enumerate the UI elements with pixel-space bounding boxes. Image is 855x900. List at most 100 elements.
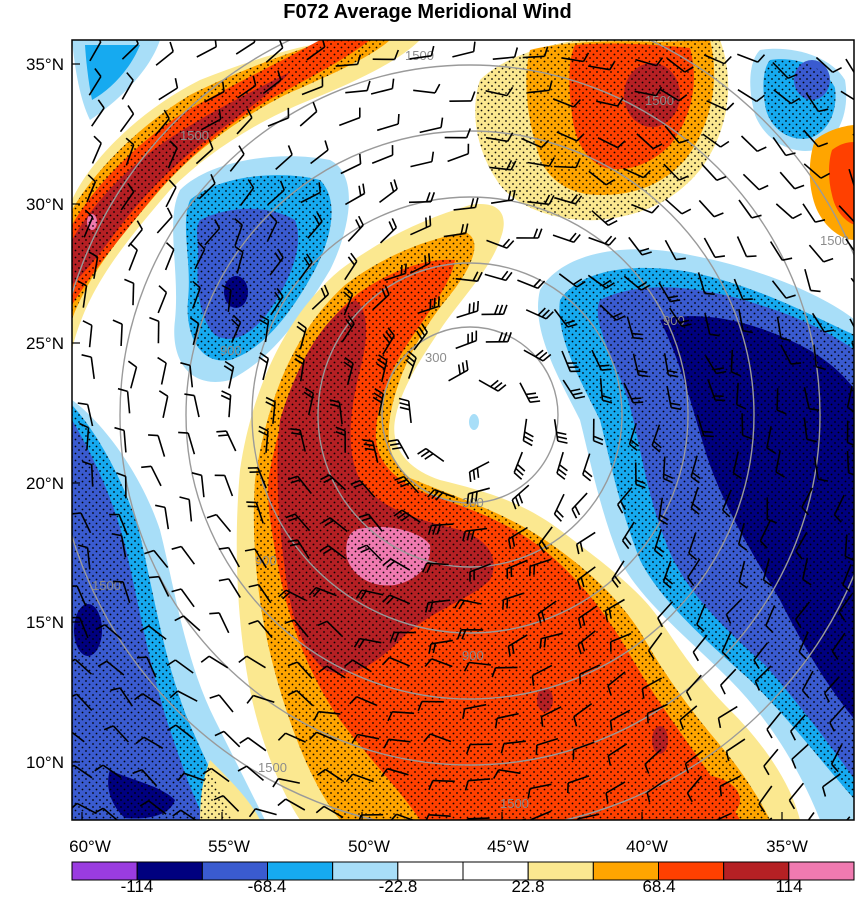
wind-barb-feather [214, 730, 225, 737]
wind-barb-shaft [657, 601, 674, 619]
wind-barb-feather [209, 694, 220, 699]
wind-barb-shaft [851, 342, 854, 351]
wind-barb-shaft [432, 779, 455, 783]
wind-barb-shaft [725, 598, 743, 616]
wind-barb-feather [574, 195, 583, 205]
wind-barb-shaft [554, 165, 577, 169]
wind-barb-feather [507, 646, 511, 657]
wind-barb-feather [617, 97, 624, 107]
wind-barb-shaft [187, 432, 196, 455]
wind-barb-feather [624, 536, 632, 546]
wind-barb-feather [427, 489, 435, 498]
wind-barb-shaft [702, 133, 722, 148]
lat-label: 35°N [26, 55, 64, 74]
wind-barb-feather [388, 221, 394, 231]
wind-barb-shaft [687, 558, 701, 578]
wind-barb-shaft [721, 631, 732, 653]
wind-barb-feather [377, 358, 387, 366]
wind-barb-shaft [660, 819, 662, 820]
wind-barb-shaft [88, 325, 93, 348]
wind-barb-feather [537, 228, 543, 239]
wind-barb-feather [344, 659, 354, 667]
wind-barb-feather [527, 788, 531, 799]
wind-barb-feather [355, 589, 363, 599]
wind-barb-shaft [720, 668, 737, 686]
wind-barb-feather [832, 66, 842, 74]
wind-barb-shaft [706, 100, 727, 111]
wind-barb-feather [714, 255, 726, 259]
wind-barb-feather [790, 97, 801, 105]
wind-barb-feather [593, 439, 604, 446]
wind-barb-shaft [352, 773, 374, 783]
wind-barb-shaft [237, 84, 257, 99]
wind-barb-feather [502, 304, 508, 315]
wind-barb-feather [431, 151, 435, 162]
wind-barb-shaft [301, 85, 323, 96]
wind-barb-feather [220, 394, 231, 401]
wind-barb-feather [214, 40, 217, 47]
wind-barb-feather [276, 287, 284, 297]
wind-barb-shaft [275, 154, 293, 170]
wind-barb-feather [116, 472, 126, 478]
wind-barb-feather [218, 578, 229, 582]
wind-barb-feather [726, 102, 735, 111]
wind-barb-feather [171, 545, 182, 550]
wind-barb-shaft [299, 110, 318, 127]
wind-barb-feather [321, 517, 331, 524]
wind-barb-feather [313, 711, 320, 721]
wind-barb-feather [720, 140, 730, 148]
wind-barb-feather [248, 619, 259, 625]
wind-barb-feather [556, 435, 568, 440]
wind-barb-shaft [229, 153, 245, 172]
wind-barb-shaft [239, 187, 255, 206]
wind-barb-feather [258, 425, 269, 432]
wind-barb-feather [713, 212, 724, 218]
wind-barb-feather [322, 547, 333, 555]
wind-barb-shaft [686, 775, 703, 794]
wind-barb-shaft [696, 603, 706, 625]
wind-barb-feather [277, 70, 282, 81]
wind-barb-shaft [278, 777, 300, 784]
wind-barb-feather [725, 614, 732, 624]
wind-barb-feather [259, 352, 269, 360]
wind-barb-feather [829, 722, 836, 732]
wind-barb-feather [567, 323, 578, 328]
wind-barb-feather [754, 680, 761, 691]
wind-barb-feather [795, 618, 802, 629]
wind-barb-feather [426, 563, 432, 573]
wind-barb-shaft [698, 199, 715, 218]
wind-barb-feather [418, 326, 426, 337]
wind-barb-feather [556, 431, 567, 436]
latitude-labels: 35°N 30°N 25°N 20°N 15°N 10°N [26, 55, 64, 772]
wind-barb-feather [248, 808, 257, 818]
wind-barb-feather [709, 333, 720, 337]
wind-barb-shaft [142, 693, 162, 707]
wind-barb-shaft [791, 743, 809, 760]
wind-barb-feather [679, 319, 690, 324]
wind-barb-feather [93, 135, 102, 144]
wind-barb-feather [200, 655, 210, 663]
wind-barb-shaft [76, 802, 97, 815]
wind-barb-shaft [610, 709, 631, 722]
wind-barb-feather [125, 137, 135, 146]
wind-barb-feather [470, 91, 476, 102]
wind-barb-feather [758, 803, 766, 813]
wind-barb-shaft [253, 694, 275, 704]
wind-barb-feather [289, 542, 300, 547]
wind-barb-shaft [496, 712, 519, 720]
wind-barb-feather [385, 330, 393, 340]
wind-barb-shaft [833, 494, 845, 516]
wind-barb-shaft [824, 676, 840, 694]
wind-barb-shaft [300, 191, 321, 204]
wind-barb-feather [646, 792, 651, 803]
wind-barb-shaft [567, 775, 590, 784]
colorbar-labels: -114 -68.4 -22.8 22.8 68.4 114 [121, 877, 803, 896]
ring-label: 900 [462, 648, 484, 663]
wind-barb-feather [359, 153, 362, 164]
wind-barb-feather [716, 370, 727, 375]
wind-barb-feather [172, 809, 182, 817]
wind-barb-feather [820, 172, 831, 179]
wind-barb-feather [462, 708, 466, 719]
wind-barb-shaft [469, 661, 492, 666]
wind-barb-feather [716, 175, 727, 182]
